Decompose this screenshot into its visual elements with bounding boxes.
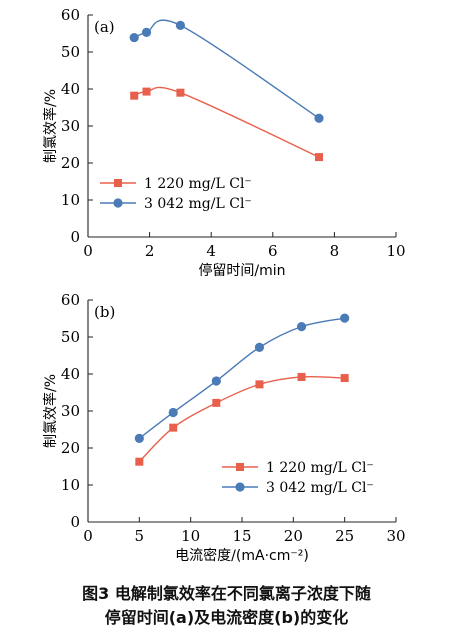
x-tick-label: 8 xyxy=(330,242,340,260)
x-tick-label: 5 xyxy=(135,527,145,545)
x-tick-label: 0 xyxy=(83,527,93,545)
y-axis-title: 制氯效率/% xyxy=(42,89,59,163)
x-tick-label: 6 xyxy=(268,242,278,260)
legend-marker-2 xyxy=(235,482,245,492)
panel-label: (a) xyxy=(94,18,115,36)
y-tick-label: 60 xyxy=(61,291,80,309)
y-tick-label: 20 xyxy=(61,154,80,172)
data-point-series-2 xyxy=(314,113,324,123)
data-point-series-1 xyxy=(255,380,264,389)
x-axis-title: 停留时间/min xyxy=(198,262,285,279)
legend-label-1: 1 220 mg/L Cl⁻ xyxy=(266,460,374,476)
data-point-series-1 xyxy=(315,153,323,162)
y-tick-label: 50 xyxy=(61,328,80,346)
x-tick-label: 10 xyxy=(386,242,405,260)
data-point-series-1 xyxy=(169,423,178,432)
data-point-series-1 xyxy=(340,374,349,383)
data-point-series-1 xyxy=(176,88,185,97)
data-point-series-2 xyxy=(254,342,265,352)
figure-caption-line-2: 停留时间(a)及电流密度(b)的变化 xyxy=(104,608,349,627)
chart-panel-a: 0 10 20 30 40 50 60 0 2 4 6 8 10 停留时间/min 制氯效率/% (a) 1 2… xyxy=(42,6,406,279)
series-line-2 xyxy=(133,19,320,119)
legend-label-2: 3 042 mg/L Cl⁻ xyxy=(144,196,252,212)
legend-label-1: 1 220 mg/L Cl⁻ xyxy=(144,176,252,192)
data-point-series-2 xyxy=(129,32,139,43)
data-point-series-1 xyxy=(135,457,144,466)
y-tick-label: 40 xyxy=(61,365,80,383)
data-point-series-2 xyxy=(134,433,144,443)
x-tick-label: 20 xyxy=(284,527,303,545)
panel-label: (b) xyxy=(94,303,115,321)
legend-marker-1 xyxy=(114,179,122,187)
y-tick-label: 0 xyxy=(70,228,80,246)
x-axis-title: 电流密度/(mA·cm⁻²) xyxy=(175,547,309,564)
data-point-series-2 xyxy=(175,20,185,30)
legend-label-2: 3 042 mg/L Cl⁻ xyxy=(266,480,374,496)
legend-marker-2 xyxy=(113,198,123,208)
data-point-series-2 xyxy=(168,407,178,418)
y-tick-label: 40 xyxy=(61,80,80,98)
x-tick-label: 4 xyxy=(206,242,216,260)
x-tick-label: 2 xyxy=(145,242,155,260)
data-point-series-2 xyxy=(340,313,350,323)
x-tick-label: 30 xyxy=(386,527,405,545)
data-point-series-2 xyxy=(211,376,221,386)
y-tick-label: 0 xyxy=(70,513,80,531)
y-tick-label: 10 xyxy=(61,191,80,209)
data-point-series-1 xyxy=(297,372,306,381)
y-tick-label: 20 xyxy=(61,439,80,457)
legend-marker-1 xyxy=(236,463,244,471)
y-tick-label: 10 xyxy=(61,476,80,494)
x-tick-label: 25 xyxy=(335,527,354,545)
x-tick-label: 0 xyxy=(83,242,93,260)
y-axis-title: 制氯效率/% xyxy=(42,374,59,448)
x-tick-label: 10 xyxy=(181,527,200,545)
figure-caption-line-1: 图3 电解制氯效率在不同氯离子浓度下随 xyxy=(82,584,371,603)
series-line-2 xyxy=(138,317,345,439)
y-tick-label: 50 xyxy=(61,43,80,61)
data-point-series-2 xyxy=(141,27,152,37)
data-point-series-1 xyxy=(130,91,139,100)
data-point-series-1 xyxy=(142,87,151,96)
chart-panel-b: 0 10 20 30 40 50 60 0 5 10 15 20 25 30 电流密度/(mA·cm⁻²) 制… xyxy=(42,291,406,564)
y-tick-label: 30 xyxy=(61,117,80,135)
x-tick-label: 15 xyxy=(232,527,251,545)
data-point-series-2 xyxy=(296,322,307,332)
y-tick-label: 30 xyxy=(61,402,80,420)
series-line-1 xyxy=(138,375,345,463)
series-line-1 xyxy=(133,86,320,158)
data-point-series-1 xyxy=(212,398,221,407)
y-tick-label: 60 xyxy=(61,6,80,24)
